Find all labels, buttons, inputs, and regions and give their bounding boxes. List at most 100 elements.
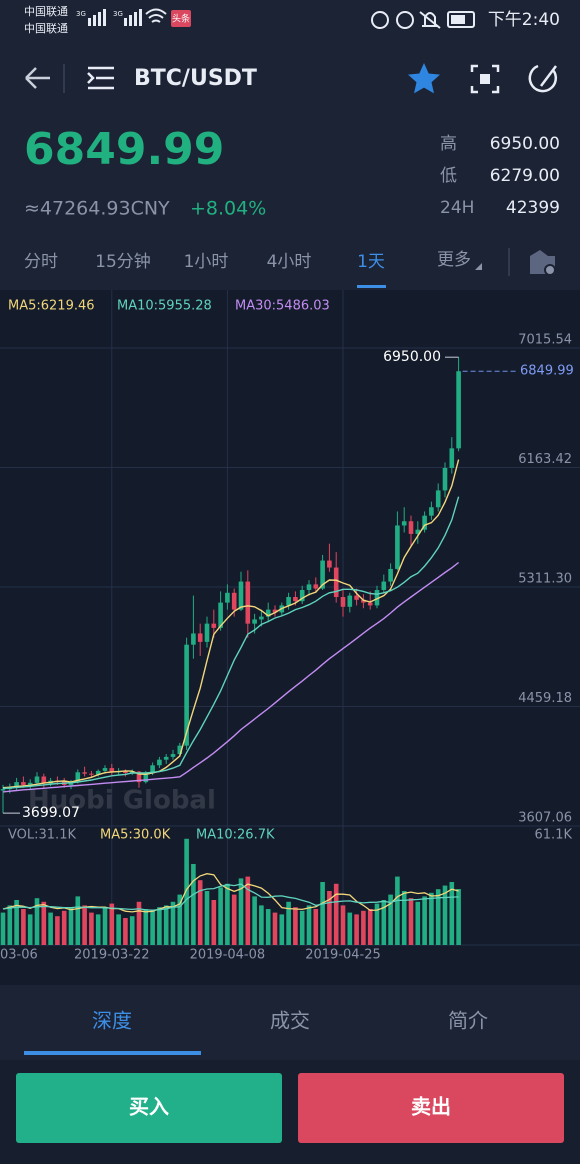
candle-body — [408, 521, 414, 534]
candle-body — [102, 768, 108, 771]
ma-line — [2, 561, 460, 793]
candle-body — [184, 644, 189, 746]
carrier: 中国联通 — [24, 22, 68, 35]
candle-body — [313, 584, 319, 589]
scan-dot — [480, 74, 490, 84]
stat-label: 低 — [440, 166, 457, 186]
candle-body — [89, 773, 94, 775]
x-tick-label: 03-06 — [0, 948, 38, 963]
volume-bar — [0, 912, 6, 945]
pair-title: BTC/USDT — [134, 66, 257, 91]
watermark: Huobi Global — [28, 786, 216, 816]
candle-body — [259, 616, 264, 620]
candle-body — [109, 768, 115, 773]
y-tick-label: 3607.06 — [518, 811, 572, 826]
volume-ma-line — [2, 873, 459, 913]
volume-bar — [163, 905, 169, 945]
candle-body — [225, 592, 230, 603]
volume-bar — [442, 885, 448, 945]
volume-bar — [429, 892, 434, 945]
battery-icon — [447, 11, 475, 28]
battery-level — [451, 15, 465, 24]
stat-value: 6279.00 — [490, 166, 560, 186]
volume-bar — [361, 910, 366, 945]
volume-bar — [279, 914, 285, 945]
y-tick-label: 7015.54 — [518, 332, 572, 347]
buy-button-label: 买入 — [129, 1095, 169, 1119]
ma-legend: MA5:6219.46 — [8, 299, 95, 314]
scan-button[interactable] — [470, 64, 500, 94]
sell-button[interactable] — [298, 1073, 564, 1143]
candle-body — [245, 581, 251, 624]
volume-bar — [286, 901, 291, 945]
mute-icon — [419, 11, 441, 29]
current-price-label: 6849.99 — [520, 364, 574, 379]
max-label: 6950.00 — [383, 349, 441, 365]
volume-bar — [95, 914, 101, 945]
candle-body — [442, 467, 448, 491]
candle-body — [252, 619, 257, 624]
volume-bar — [197, 880, 203, 945]
signal-icon — [124, 9, 142, 26]
candle-body — [136, 771, 142, 783]
candle-body — [211, 623, 217, 628]
candle-body — [286, 596, 291, 606]
stat-label: 24H — [440, 198, 474, 218]
volume-bar — [116, 914, 121, 945]
volume-bar — [48, 912, 53, 945]
volume-bar — [204, 890, 210, 945]
refresh-button[interactable] — [528, 64, 558, 93]
volume-bar — [61, 910, 67, 945]
stat-label: 高 — [440, 134, 457, 154]
sell-button-label: 卖出 — [411, 1095, 451, 1119]
candle-body — [293, 596, 298, 602]
panel-tab[interactable]: 成交 — [270, 1009, 310, 1033]
volume-bar — [225, 883, 230, 945]
min-label: 3699.07 — [22, 805, 80, 821]
panel-tab[interactable]: 简介 — [448, 1009, 488, 1033]
candle-body — [320, 560, 325, 589]
volume-bar — [388, 894, 393, 945]
volume-bar — [320, 881, 325, 945]
volume-bar — [327, 890, 332, 945]
volume-bar — [143, 908, 149, 945]
ma-legend: MA30:5486.03 — [235, 299, 330, 314]
interval-tab[interactable]: 1小时 — [184, 252, 229, 272]
candle-body — [129, 771, 135, 773]
last-price: 6849.99 — [24, 124, 224, 175]
back-button[interactable] — [25, 67, 50, 89]
candle-body — [231, 592, 237, 610]
interval-tab-active[interactable]: 1天 — [357, 252, 385, 272]
volume-bar — [157, 907, 162, 945]
menu-button[interactable] — [87, 66, 114, 90]
carrier: 中国联通 — [24, 5, 68, 18]
buy-button[interactable] — [16, 1073, 282, 1143]
candle-body — [191, 633, 196, 645]
candle-body — [401, 521, 407, 526]
interval-tab[interactable]: 更多 — [437, 250, 471, 270]
volume-bar — [245, 876, 251, 945]
ma-line — [2, 459, 460, 789]
stat-value: 6950.00 — [490, 134, 560, 154]
panel-tab-active[interactable]: 深度 — [92, 1009, 132, 1033]
interval-tab[interactable]: 15分钟 — [95, 252, 151, 272]
ma-line — [2, 496, 460, 790]
candle-body — [0, 789, 6, 791]
candle-body — [340, 596, 346, 607]
x-tick-label: 2019-04-25 — [305, 948, 381, 963]
volume-bar — [306, 905, 312, 945]
clock: 下午2:40 — [488, 10, 560, 30]
candle-body — [429, 507, 434, 516]
volume-bar — [252, 896, 257, 945]
favorite-button[interactable] — [408, 63, 440, 94]
interval-tab[interactable]: 4小时 — [267, 252, 312, 272]
candle-body — [265, 609, 271, 617]
interval-tab[interactable]: 分时 — [24, 252, 58, 272]
volume-title: VOL:31.1K — [8, 828, 76, 843]
volume-bar — [170, 901, 176, 945]
volume-bar — [75, 896, 81, 945]
volume-bar — [265, 908, 271, 945]
volume-bar — [21, 908, 26, 945]
active-indicator — [357, 285, 386, 288]
